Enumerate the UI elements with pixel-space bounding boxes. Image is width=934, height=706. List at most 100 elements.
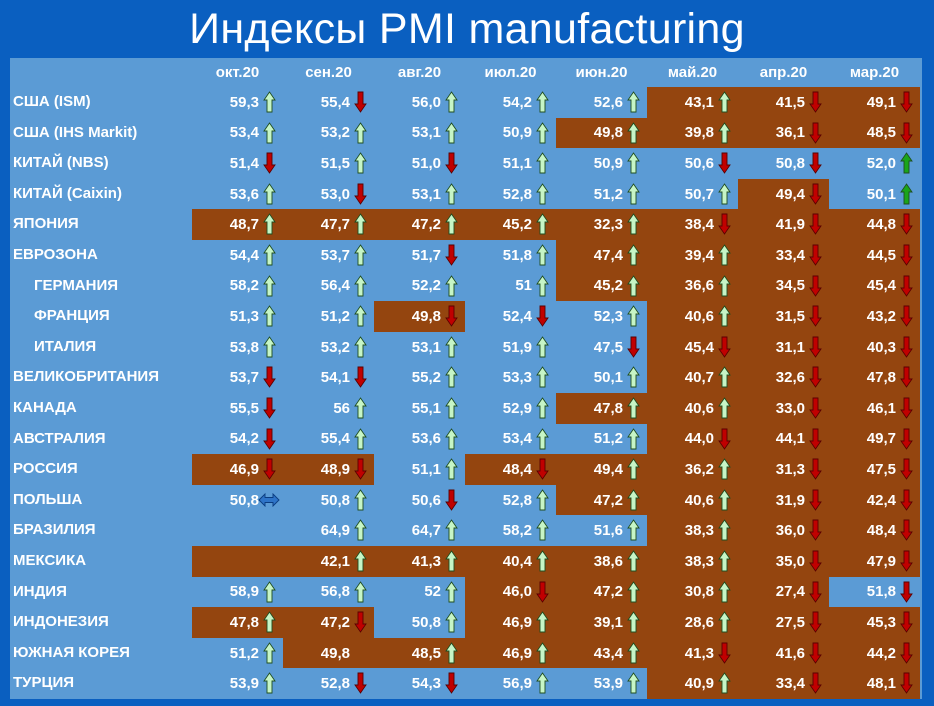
arrow-up-icon <box>627 274 640 297</box>
table-cell: 47,2 <box>283 607 374 638</box>
table-cell: 41,3 <box>647 637 738 669</box>
table-cell: 47,8 <box>192 607 283 638</box>
arrow-down-icon <box>809 581 822 603</box>
arrow-down-icon <box>900 366 913 389</box>
pmi-value: 33,0 <box>775 399 805 417</box>
arrow-down-icon <box>354 91 367 113</box>
pmi-value: 42,4 <box>866 491 896 509</box>
arrow-up-icon <box>263 336 276 358</box>
pmi-value: 52,8 <box>502 491 532 509</box>
table-cell: 55,4 <box>283 87 374 118</box>
table-cell: 40,6 <box>647 484 738 516</box>
table-cell: 40,6 <box>647 393 738 424</box>
pmi-value: 51 <box>515 277 532 295</box>
column-header: авг.20 <box>397 64 442 81</box>
arrow-up-icon <box>445 183 458 205</box>
pmi-value: 35,0 <box>775 552 805 570</box>
arrow-up-icon <box>445 458 458 480</box>
table-cell: 64,7 <box>374 515 465 546</box>
arrow-down-icon <box>445 305 458 327</box>
arrow-up-icon <box>354 427 367 450</box>
arrow-down-icon <box>809 642 822 664</box>
pmi-value: 44,2 <box>866 644 896 662</box>
arrow-up-icon <box>627 611 640 633</box>
pmi-value: 40,3 <box>866 338 896 356</box>
pmi-value: 48,4 <box>866 522 896 540</box>
arrow-down-icon <box>809 275 822 297</box>
row-label: ИНДОНЕЗИЯ <box>13 613 109 631</box>
pmi-value: 49,8 <box>320 644 350 662</box>
arrow-down-icon <box>809 336 822 358</box>
pmi-value: 47,7 <box>320 216 350 234</box>
row-label: ЯПОНИЯ <box>13 215 79 233</box>
pmi-value: 47,4 <box>593 246 623 264</box>
pmi-value: 34,5 <box>775 277 805 295</box>
pmi-value: 52,4 <box>502 307 532 325</box>
arrow-up-icon <box>263 580 276 603</box>
table-cell: 56,8 <box>283 577 374 608</box>
arrow-up-icon <box>718 397 731 419</box>
pmi-value: 48,5 <box>866 124 896 142</box>
table-cell: 54,3 <box>374 668 465 699</box>
arrow-up-icon <box>536 642 549 664</box>
table-cell: 51,1 <box>465 148 556 179</box>
pmi-value: 45,4 <box>684 338 714 356</box>
table-cell: 50,6 <box>374 485 465 516</box>
table-cell: 51,2 <box>556 179 647 210</box>
arrow-down-icon <box>900 489 913 511</box>
table-cell: 43,4 <box>556 637 647 669</box>
arrow-up-icon <box>536 183 549 205</box>
pmi-value: 36,1 <box>775 124 805 142</box>
pmi-value: 33,4 <box>775 675 805 693</box>
pmi-value: 51,1 <box>411 460 441 478</box>
table-cell: 58,2 <box>192 271 283 302</box>
table-cell: 38,4 <box>647 209 738 240</box>
arrow-down-icon <box>900 397 913 419</box>
pmi-value: 50,8 <box>229 491 259 509</box>
arrow-up-icon <box>536 519 549 541</box>
arrow-down-icon <box>809 428 822 450</box>
table-cell: 50,9 <box>465 118 556 149</box>
table-cell: 39,8 <box>647 117 738 149</box>
arrow-down-icon <box>809 91 822 113</box>
arrow-up-icon <box>263 91 276 113</box>
table-cell: 46,1 <box>829 393 920 424</box>
table-cell: 38,3 <box>647 546 738 577</box>
table-cell: 53,6 <box>374 424 465 455</box>
arrow-up-icon <box>536 366 549 388</box>
table-cell: 47,2 <box>374 209 465 240</box>
arrow-down-icon <box>536 458 549 480</box>
arrow-down-icon <box>809 213 822 236</box>
arrow-up-icon <box>445 91 458 113</box>
table-cell: 51,7 <box>374 240 465 271</box>
table-cell: 52,8 <box>465 485 556 516</box>
table-cell: 50,7 <box>647 179 738 210</box>
arrow-down-icon <box>900 458 913 480</box>
pmi-value: 42,1 <box>320 552 350 570</box>
arrow-left-right-icon <box>258 489 280 511</box>
row-label: МЕКСИКА <box>13 552 87 569</box>
pmi-value: 49,8 <box>411 307 441 325</box>
arrow-down-icon <box>900 336 913 358</box>
pmi-value: 41,3 <box>411 552 441 570</box>
pmi-value: 47,2 <box>411 216 441 234</box>
table-cell: 33,4 <box>738 240 829 271</box>
arrow-down-icon <box>627 336 640 358</box>
arrow-down-icon <box>809 611 822 633</box>
arrow-down-icon <box>900 91 913 113</box>
row-label: КИТАЙ (Caixin) <box>13 184 122 202</box>
table-cell: 52,2 <box>374 271 465 302</box>
table-cell: 36,0 <box>738 515 829 546</box>
arrow-down-icon <box>809 305 822 327</box>
table-cell: 31,1 <box>738 331 829 363</box>
arrow-down-icon <box>536 581 549 603</box>
table-cell: 51,2 <box>283 301 374 332</box>
row-label: ВЕЛИКОБРИТАНИЯ <box>13 368 159 386</box>
table-cell: 51,1 <box>374 454 465 485</box>
pmi-value: 50,9 <box>593 154 623 172</box>
column-header: окт.20 <box>215 64 260 81</box>
table-cell: 32,6 <box>738 362 829 393</box>
table-cell: 45,3 <box>829 607 920 638</box>
arrow-down-icon <box>718 336 731 358</box>
table-cell: 56,9 <box>465 668 556 699</box>
